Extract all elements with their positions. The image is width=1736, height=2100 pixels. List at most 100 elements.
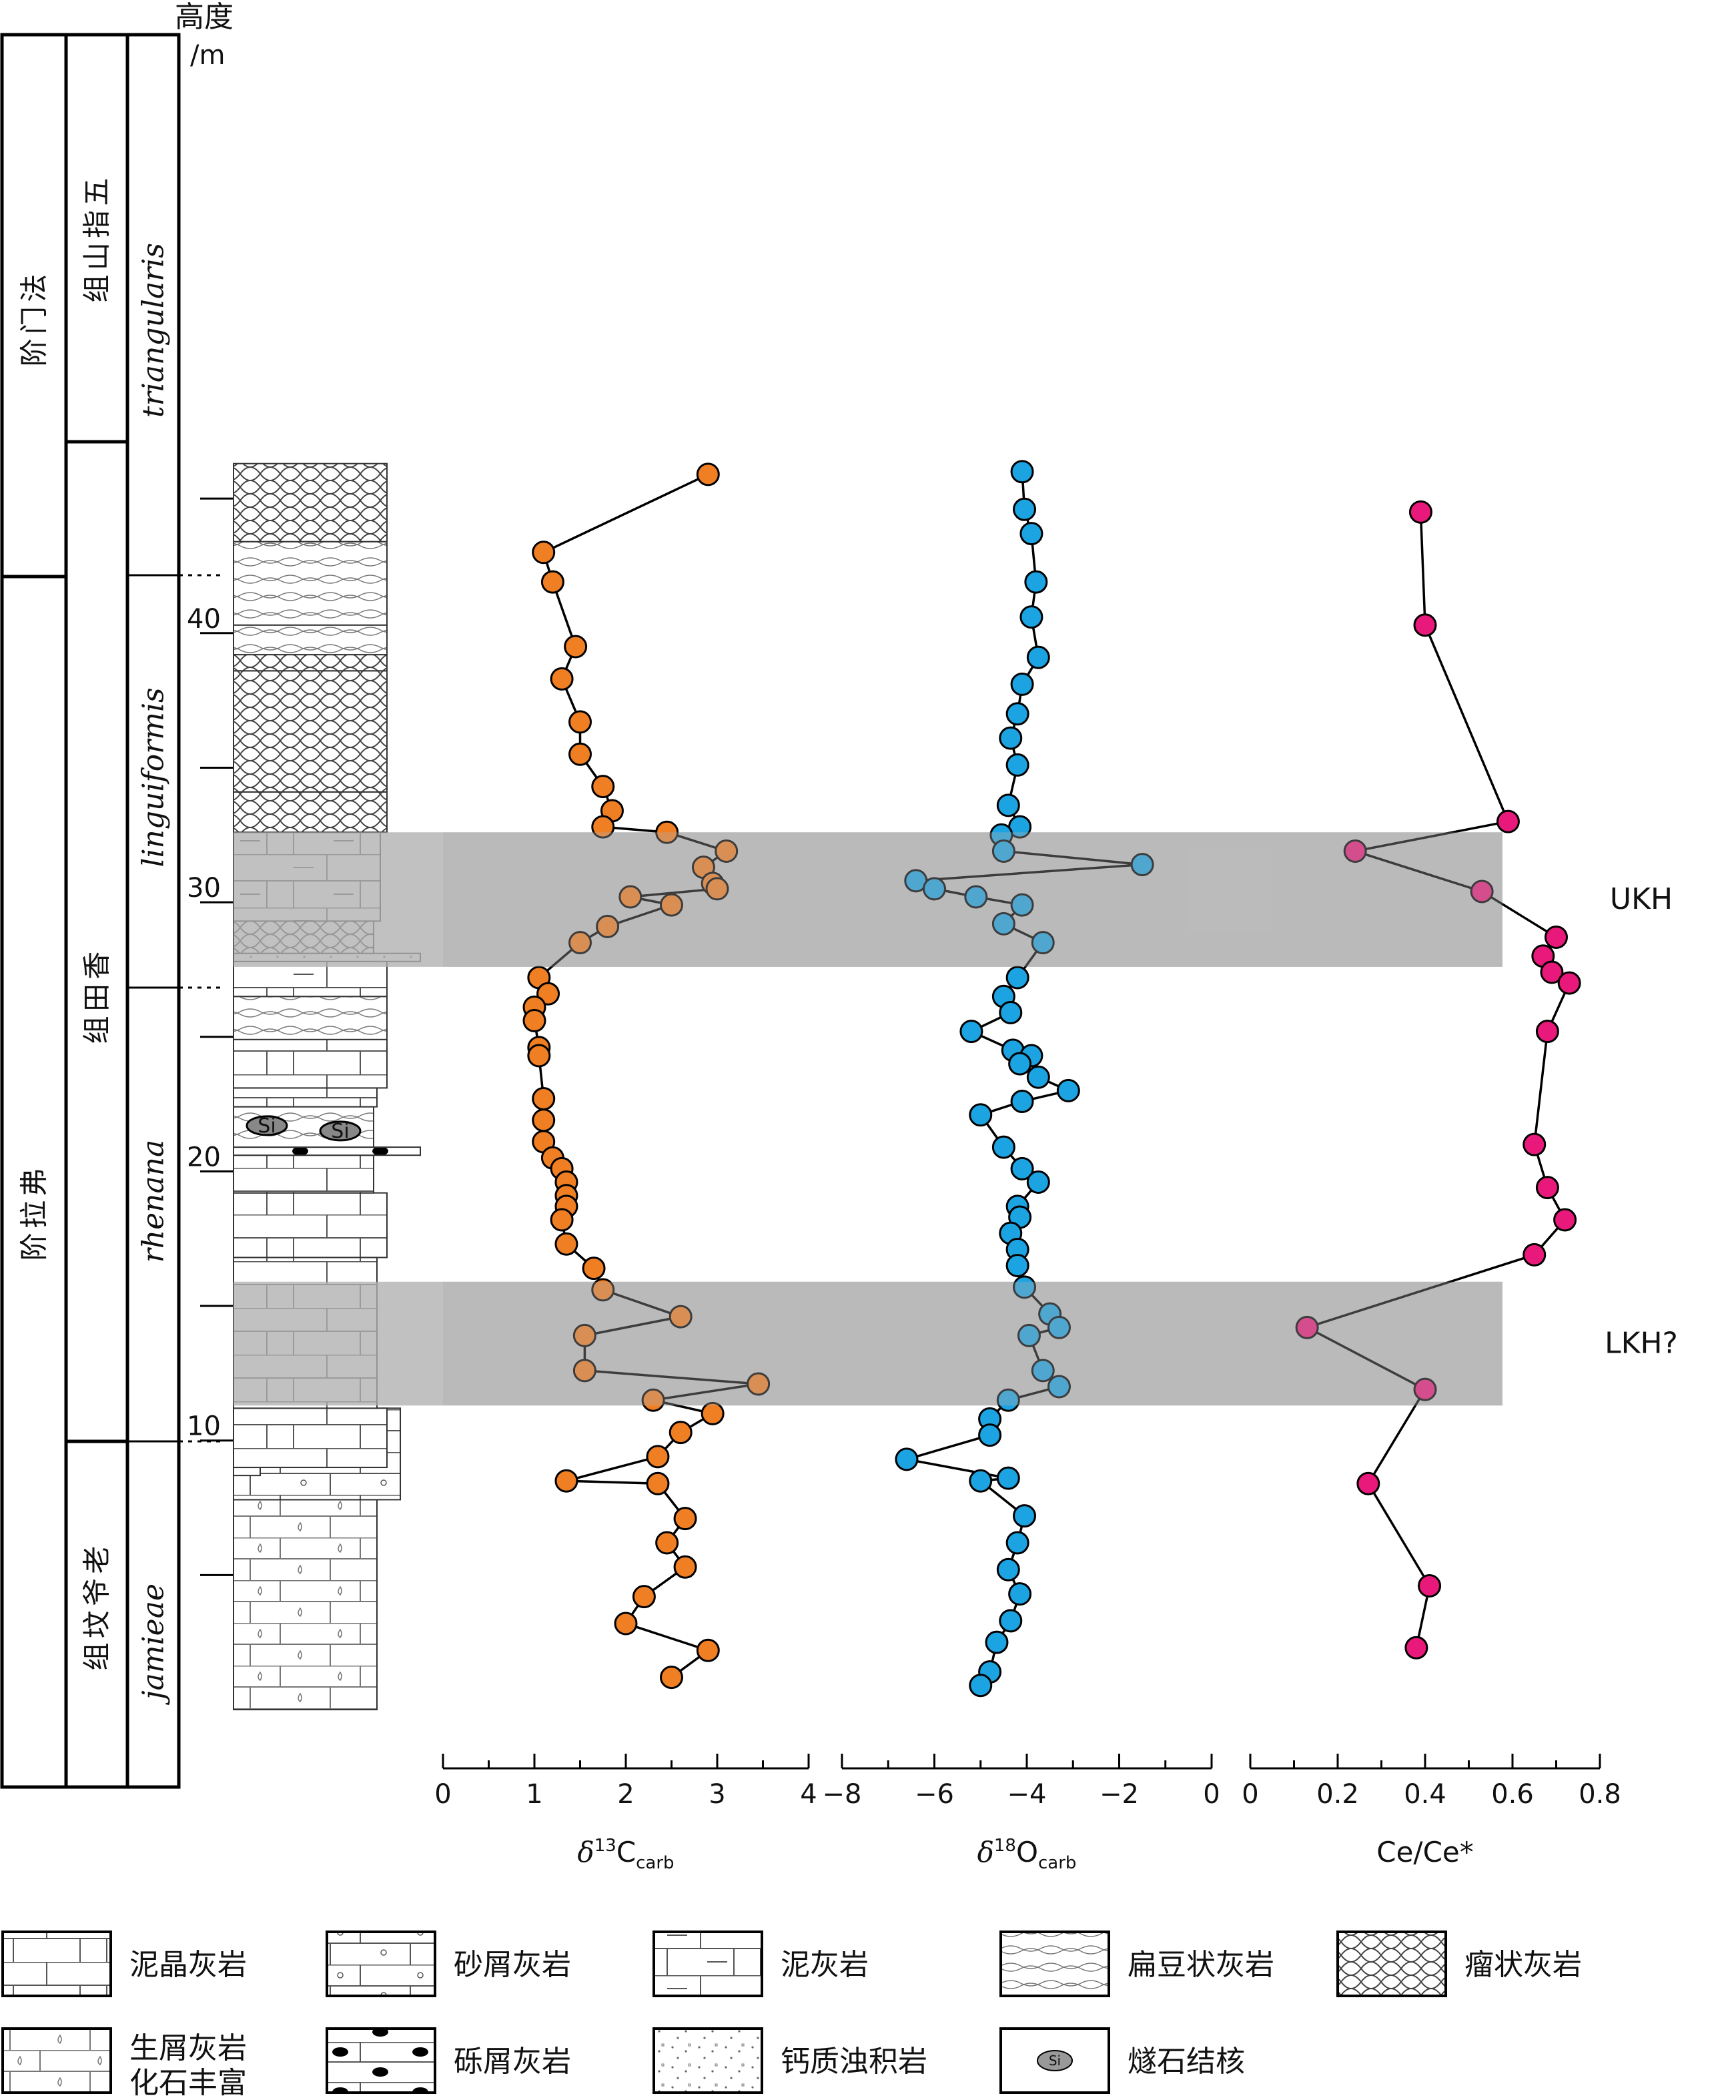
axis-title-sup: 13 bbox=[594, 1836, 616, 1856]
data-point bbox=[1418, 1573, 1442, 1598]
data-point bbox=[969, 1674, 993, 1698]
x-tick-label: 0.8 bbox=[1579, 1779, 1621, 1810]
data-point bbox=[554, 1469, 578, 1493]
x-tick-label: −4 bbox=[1007, 1779, 1047, 1810]
data-point bbox=[550, 667, 574, 691]
data-point bbox=[1005, 966, 1029, 990]
legend-label-2: 化石丰富 bbox=[129, 2066, 247, 2100]
data-point bbox=[991, 912, 1015, 936]
legend-label: 泥晶灰岩 bbox=[129, 1948, 247, 1982]
data-point bbox=[747, 1372, 771, 1396]
data-point bbox=[1047, 1315, 1071, 1339]
data-point bbox=[655, 1531, 679, 1555]
x-tick-label: 2 bbox=[617, 1779, 634, 1810]
legend-label: 砂屑灰岩 bbox=[454, 1948, 571, 1982]
x-tick-label: 4 bbox=[800, 1779, 817, 1810]
formation-laoyefen-char: 坟 bbox=[81, 1610, 113, 1638]
data-point bbox=[591, 815, 615, 839]
formation-laoyefen-char: 爷 bbox=[81, 1578, 113, 1606]
legend-swatch bbox=[999, 1931, 1110, 1997]
event-band bbox=[234, 1281, 1502, 1406]
formation-wuzhishan-char: 指 bbox=[81, 210, 113, 238]
lithology-bed bbox=[233, 462, 388, 543]
lithology-bed bbox=[233, 1467, 261, 1477]
legend-label: 扁豆状灰岩 bbox=[1128, 1948, 1274, 1982]
data-point bbox=[1005, 1531, 1029, 1555]
data-point bbox=[923, 877, 946, 901]
formation-xiangtian-char: 香 bbox=[81, 952, 113, 980]
x-tick-label: 0 bbox=[434, 1779, 451, 1810]
data-point bbox=[660, 893, 683, 917]
x-axis-title: δ13Ccarb bbox=[577, 1836, 674, 1873]
data-point bbox=[572, 1323, 596, 1347]
chert-symbol: Si bbox=[331, 1120, 349, 1143]
axis-title-delta: δ bbox=[977, 1836, 994, 1868]
lithology-column: Si Si bbox=[233, 462, 421, 1711]
legend-label: 砾屑灰岩 bbox=[454, 2045, 571, 2079]
lithology-bed bbox=[233, 654, 388, 672]
plot-panel: −8 −6 −4 −2 0 δ18Ocarb bbox=[823, 460, 1220, 1873]
formation-laoyefen-char: 老 bbox=[81, 1546, 113, 1574]
data-point bbox=[701, 1401, 725, 1425]
x-tick-label: 0.4 bbox=[1404, 1779, 1446, 1810]
x-tick-label: −6 bbox=[915, 1779, 954, 1810]
x-tick-label: 1 bbox=[526, 1779, 542, 1810]
stage-frasnian-char: 拉 bbox=[18, 1200, 51, 1229]
x-tick-label: 0 bbox=[1203, 1779, 1220, 1810]
chert-nodule bbox=[319, 1120, 362, 1142]
stage-frasnian-char: 弗 bbox=[18, 1168, 51, 1196]
chert-symbol: Si bbox=[258, 1114, 276, 1138]
data-point bbox=[1404, 1636, 1428, 1660]
data-point bbox=[996, 793, 1020, 817]
data-point bbox=[646, 1471, 670, 1495]
data-point bbox=[978, 1423, 1002, 1447]
data-point bbox=[1010, 893, 1034, 917]
data-point bbox=[632, 1585, 656, 1609]
data-point bbox=[1010, 672, 1034, 696]
stage-famennian-char: 法 bbox=[18, 274, 51, 302]
data-point bbox=[591, 1278, 615, 1302]
data-point bbox=[1031, 931, 1055, 955]
data-point bbox=[1024, 570, 1048, 594]
data-point bbox=[614, 1612, 638, 1636]
data-point bbox=[1005, 753, 1029, 777]
data-point bbox=[572, 1359, 596, 1383]
data-point bbox=[1557, 971, 1581, 995]
legend-swatch bbox=[1, 2027, 112, 2094]
legend-item: Si 燧石结核 bbox=[999, 2027, 1245, 2094]
data-point bbox=[959, 1020, 983, 1044]
x-tick-label: 0.2 bbox=[1316, 1779, 1359, 1810]
data-point bbox=[1413, 613, 1437, 637]
legend-swatch bbox=[1, 1931, 112, 1997]
legend-item: 砂屑灰岩 bbox=[326, 1931, 571, 1997]
data-point bbox=[696, 1638, 720, 1662]
height-tick-label: 10 bbox=[187, 1411, 221, 1442]
data-point bbox=[1295, 1315, 1319, 1339]
legend-label: 泥灰岩 bbox=[781, 1948, 869, 1982]
stage-famennian: 法门阶 bbox=[18, 274, 51, 367]
plot-panel: 0 0.2 0.4 0.6 0.8 Ce/Ce* bbox=[1242, 500, 1621, 1868]
data-point bbox=[1013, 1504, 1037, 1528]
zone-name: triangularis bbox=[137, 243, 171, 418]
data-point bbox=[1343, 839, 1367, 863]
data-point bbox=[1005, 1254, 1029, 1278]
x-tick-label: 0 bbox=[1242, 1779, 1258, 1810]
data-point bbox=[540, 570, 564, 594]
x-tick-label: −8 bbox=[823, 1779, 862, 1810]
axis-title-sub: carb bbox=[636, 1853, 674, 1873]
legend-swatch bbox=[653, 2027, 763, 2094]
data-point bbox=[991, 839, 1015, 863]
chert-nodule bbox=[246, 1115, 288, 1136]
axis-title-main: C bbox=[616, 1836, 636, 1868]
data-point bbox=[1356, 1471, 1380, 1495]
lithology-bed bbox=[233, 1192, 388, 1259]
data-point bbox=[1056, 1078, 1080, 1102]
data-point bbox=[991, 1135, 1015, 1159]
data-point bbox=[1010, 1090, 1034, 1114]
data-point bbox=[1540, 960, 1564, 984]
height-tick-label: 30 bbox=[187, 873, 221, 904]
zone-name: linguiformis bbox=[137, 687, 171, 867]
data-point bbox=[1010, 460, 1034, 484]
data-point bbox=[999, 726, 1023, 750]
data-point bbox=[564, 635, 588, 659]
